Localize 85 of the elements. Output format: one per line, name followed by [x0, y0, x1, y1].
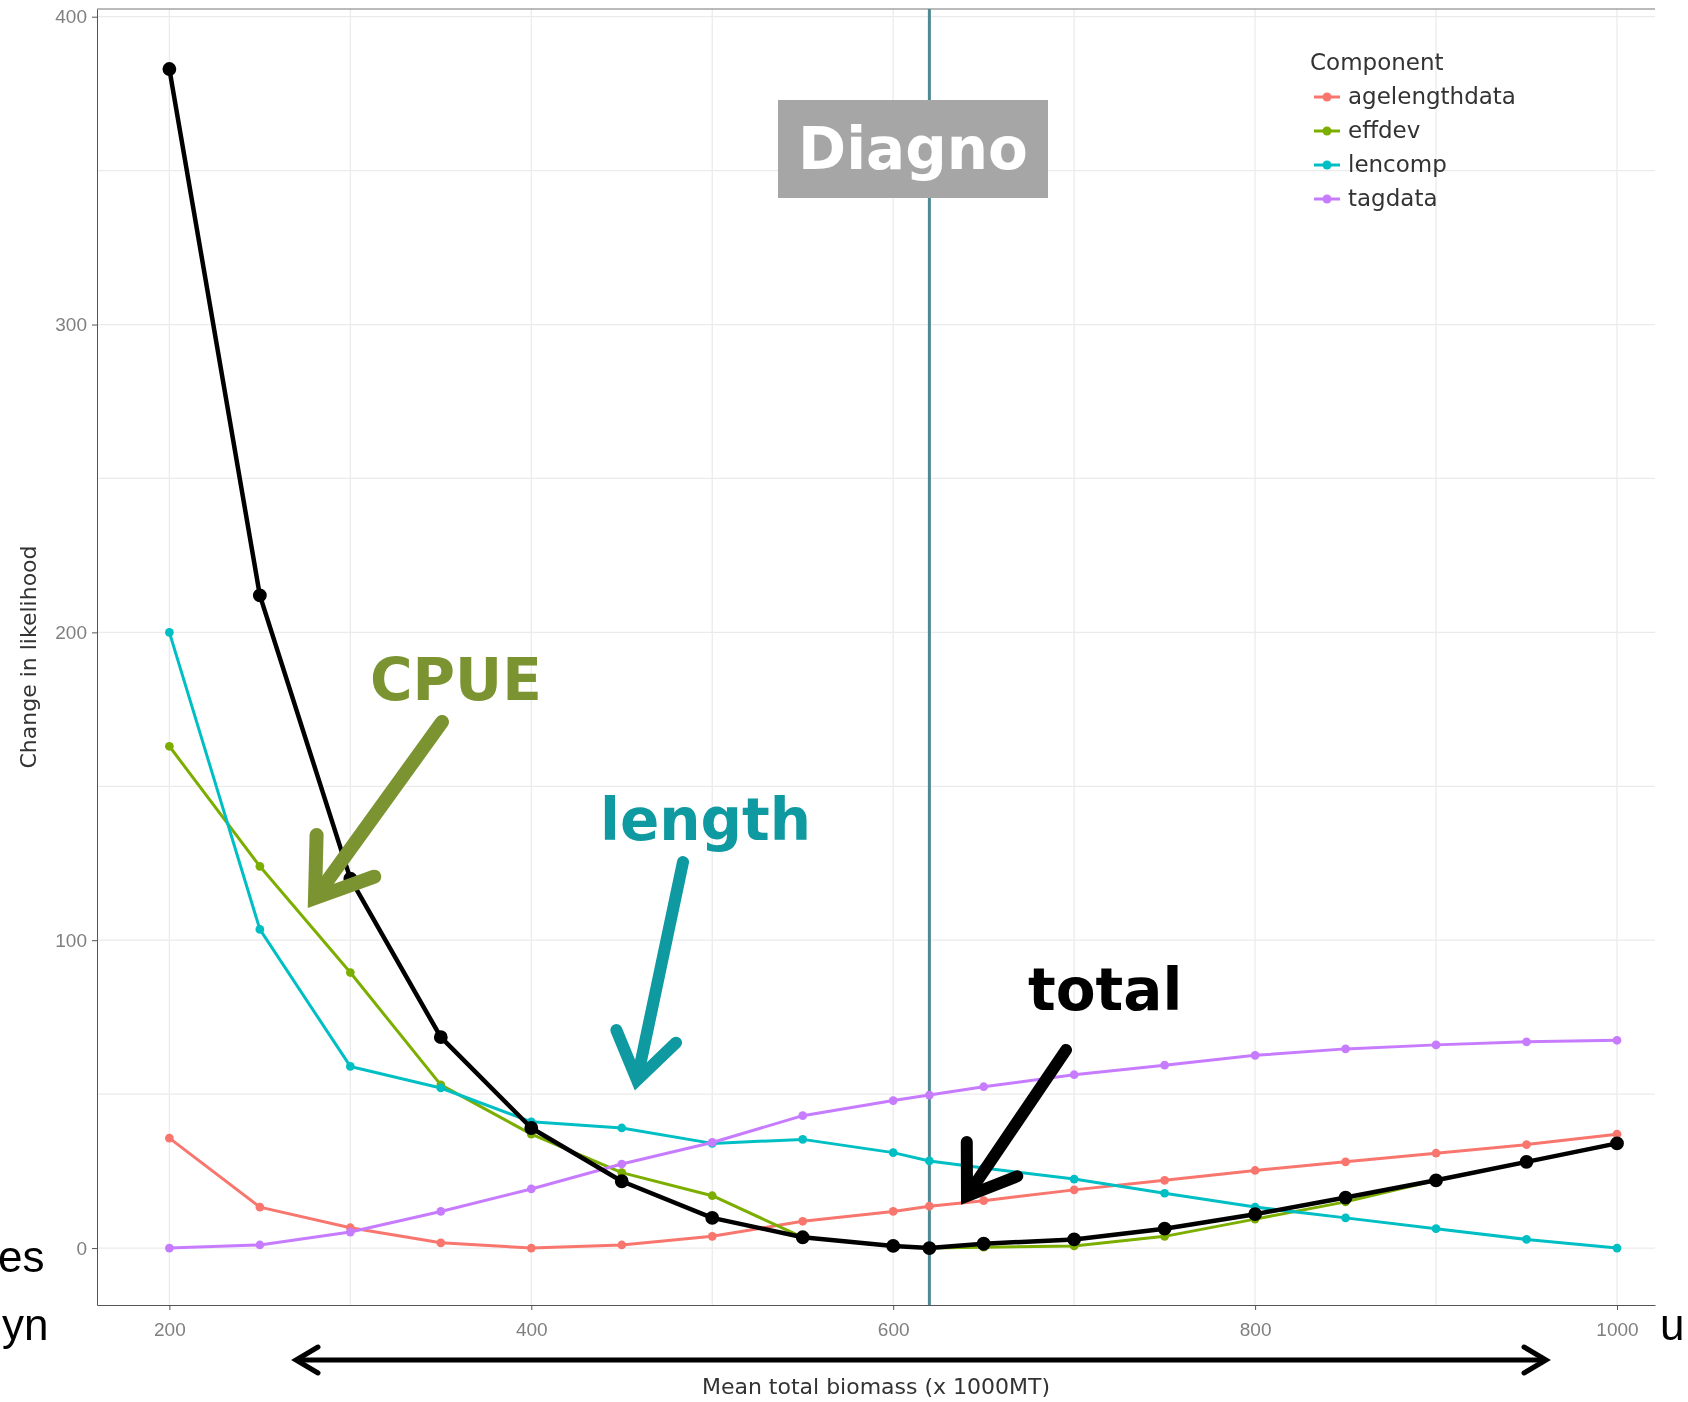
point — [979, 1082, 989, 1092]
point — [976, 1236, 991, 1251]
point — [617, 1240, 627, 1250]
point — [617, 1123, 627, 1133]
legend-label: effdev — [1348, 117, 1421, 143]
point — [1338, 1190, 1353, 1205]
legend-title: Component — [1310, 49, 1444, 75]
point — [436, 1238, 446, 1248]
y-axis-title: Change in likelihood — [16, 545, 41, 769]
annotation: CPUE — [370, 646, 542, 714]
point — [526, 1243, 536, 1253]
point — [1250, 1050, 1260, 1060]
point — [705, 1210, 720, 1225]
point — [345, 1227, 355, 1237]
y-tick-label: 100 — [55, 929, 87, 951]
point — [614, 1174, 629, 1189]
point — [1431, 1224, 1441, 1234]
legend-label: lencomp — [1348, 151, 1447, 177]
point — [255, 925, 265, 934]
point — [925, 1156, 934, 1166]
x-tick-label: 200 — [154, 1318, 186, 1340]
x-tick-label: 1000 — [1596, 1318, 1639, 1340]
point — [1341, 1044, 1350, 1054]
y-tick-label: 400 — [55, 6, 87, 28]
point — [1341, 1213, 1350, 1223]
point — [526, 1184, 536, 1194]
text: yn — [2, 1300, 49, 1349]
point — [1248, 1207, 1263, 1222]
point — [798, 1216, 808, 1226]
x-tick-label: 400 — [515, 1318, 548, 1340]
point — [925, 1090, 934, 1100]
point — [1157, 1221, 1172, 1236]
point — [255, 861, 265, 871]
legend-label: tagdata — [1348, 185, 1438, 211]
point — [165, 1133, 174, 1143]
point — [1160, 1060, 1169, 1070]
point — [1160, 1188, 1169, 1198]
point — [1612, 1243, 1622, 1253]
point — [165, 741, 174, 751]
point — [165, 1243, 174, 1253]
y-tick-label: 300 — [55, 314, 87, 336]
point — [1431, 1148, 1441, 1158]
annotation: length — [600, 786, 812, 854]
point — [524, 1121, 539, 1135]
point — [1069, 1185, 1079, 1195]
point — [252, 588, 267, 603]
point — [255, 1240, 265, 1250]
annotation: Diagno — [798, 115, 1028, 183]
point — [162, 62, 177, 76]
point — [436, 1207, 446, 1216]
point — [707, 1191, 717, 1201]
text: es — [0, 1232, 45, 1281]
point — [1522, 1037, 1531, 1047]
legend-label: agelengthdata — [1348, 83, 1516, 109]
y-tick-label: 0 — [76, 1237, 87, 1259]
point — [1069, 1070, 1079, 1080]
point — [888, 1207, 898, 1216]
text: u — [1660, 1300, 1685, 1349]
annotation: total — [1028, 956, 1183, 1024]
point — [345, 968, 355, 977]
y-tick-label: 200 — [55, 621, 87, 643]
x-tick-label: 600 — [877, 1318, 910, 1340]
point — [979, 1196, 989, 1205]
point — [798, 1111, 808, 1121]
point — [1067, 1232, 1082, 1247]
point — [1069, 1174, 1079, 1184]
point — [707, 1231, 717, 1241]
point — [1522, 1140, 1531, 1149]
point — [165, 628, 174, 637]
point — [433, 1030, 448, 1045]
point — [255, 1202, 265, 1212]
point — [617, 1159, 627, 1169]
x-axis-title: Mean total biomass (x 1000MT) — [701, 1374, 1051, 1399]
point — [888, 1148, 898, 1157]
point — [1522, 1235, 1531, 1244]
point — [1160, 1175, 1169, 1185]
x-tick-label: 800 — [1239, 1318, 1272, 1340]
point — [1612, 1035, 1622, 1045]
point — [345, 1062, 355, 1071]
point — [798, 1135, 808, 1144]
point — [925, 1201, 934, 1211]
point — [1431, 1040, 1441, 1050]
point — [888, 1096, 898, 1105]
point — [1250, 1166, 1260, 1175]
point — [1341, 1157, 1350, 1167]
